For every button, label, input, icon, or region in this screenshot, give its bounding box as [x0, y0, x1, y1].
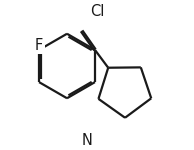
- Text: Cl: Cl: [91, 4, 105, 19]
- Text: F: F: [35, 38, 43, 53]
- Text: N: N: [82, 133, 93, 148]
